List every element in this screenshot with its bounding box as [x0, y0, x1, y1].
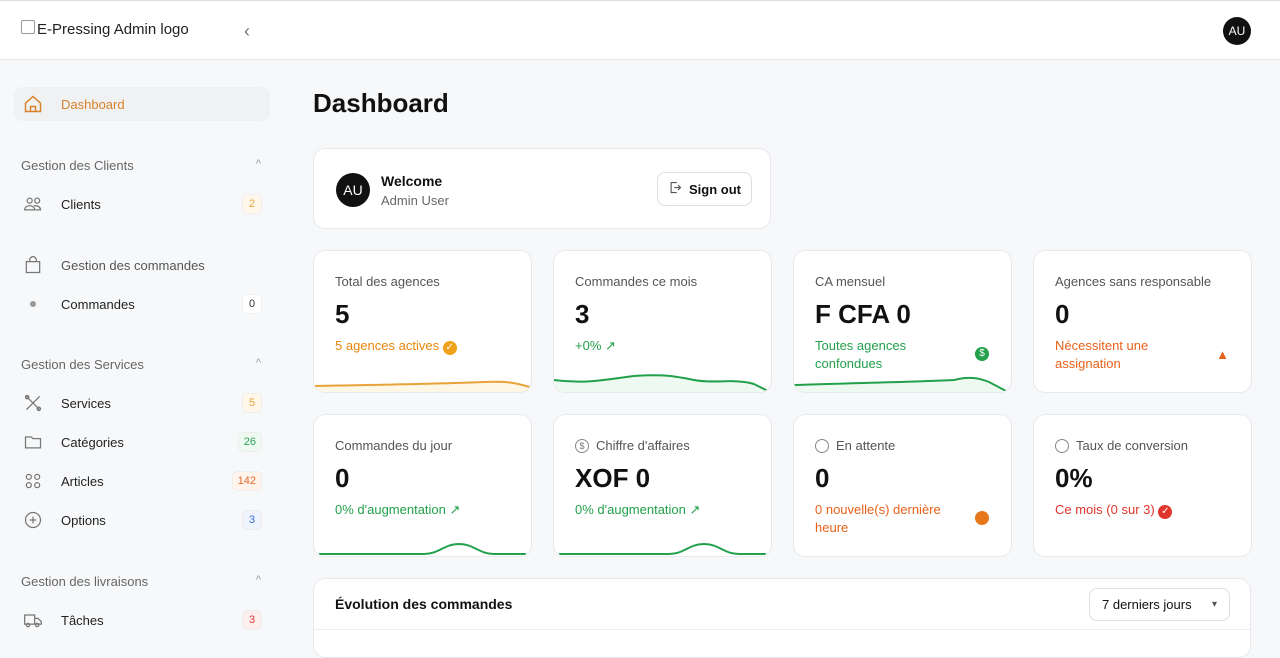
chevron-down-icon: ▾ [1211, 599, 1217, 610]
truck-icon [22, 610, 44, 630]
sidebar: Dashboard Gestion des Clients ^ Clients 2… [0, 60, 285, 647]
grid-icon [22, 471, 44, 491]
welcome-subtitle: Admin User [381, 193, 449, 208]
sign-out-button[interactable]: Sign out [657, 172, 752, 206]
page-title: Dashboard [313, 88, 449, 118]
welcome-title: Welcome [381, 173, 443, 189]
clients-count-badge: 2 [242, 194, 262, 214]
shopping-bag-icon [22, 255, 44, 275]
avatar: AU [336, 173, 370, 207]
stat-card-ca-mensuel: CA mensuel F CFA 0 Toutes agences confon… [793, 250, 1012, 393]
app-logo[interactable]: E-Pressing Admin logo [21, 19, 189, 38]
sidebar-item-dashboard[interactable]: Dashboard [14, 87, 270, 121]
dot-icon [22, 294, 44, 314]
chevron-up-icon: ^ [255, 574, 261, 586]
trending-up-icon: ↗ [689, 502, 701, 517]
evolution-commandes-card: Évolution des commandes 7 derniers jours… [313, 578, 1251, 658]
collapse-sidebar-button[interactable]: ‹ [244, 21, 250, 41]
warning-icon: ▲ [1216, 347, 1229, 362]
stat-card-total-agences: Total des agences 5 5 agences actives ✓ [313, 250, 532, 393]
options-count-badge: 3 [242, 510, 262, 530]
welcome-card: AU Welcome Admin User Sign out [313, 148, 771, 229]
main-content: Dashboard AU Welcome Admin User Sign out… [285, 60, 1280, 658]
folder-icon [22, 432, 44, 452]
commandes-count-badge: 0 [242, 294, 262, 314]
trending-up-icon: ↗ [449, 502, 461, 517]
stat-card-commandes-jour: Commandes du jour 0 0% d'augmentation ↗ [313, 414, 532, 557]
sparkline [319, 542, 526, 555]
plus-circle-icon [22, 510, 44, 530]
sidebar-item-services[interactable]: Services 5 [14, 386, 270, 420]
section-title: Évolution des commandes [335, 596, 513, 612]
section-commandes[interactable]: Gestion des commandes [14, 248, 270, 282]
stat-card-commandes-mois: Commandes ce mois 3 +0% ↗ [553, 250, 772, 393]
sidebar-item-articles[interactable]: Articles 142 [14, 464, 270, 498]
dollar-icon: $ [575, 438, 589, 453]
clock-icon [815, 438, 829, 453]
sidebar-item-taches[interactable]: Tâches 3 [14, 603, 270, 637]
tools-icon [22, 393, 44, 413]
dollar-circle-icon: $ [975, 347, 989, 361]
sparkline [794, 376, 1009, 392]
services-count-badge: 5 [242, 393, 262, 413]
period-select[interactable]: 7 derniers jours ▾ [1089, 588, 1230, 621]
sidebar-item-commandes[interactable]: Commandes 0 [14, 287, 270, 321]
home-icon [22, 94, 44, 114]
broken-image-icon [21, 19, 35, 34]
stat-card-agences-sans-responsable: Agences sans responsable 0 Nécessitent u… [1033, 250, 1252, 393]
section-clients[interactable]: Gestion des Clients ^ [21, 158, 261, 173]
sign-out-icon [668, 180, 683, 198]
top-header: E-Pressing Admin logo ‹ AU [0, 0, 1280, 60]
stat-card-taux-conversion: Taux de conversion 0% Ce mois (0 sur 3) … [1033, 414, 1252, 557]
section-services[interactable]: Gestion des Services ^ [21, 357, 261, 372]
stat-card-en-attente: En attente 0 0 nouvelle(s) dernière heur… [793, 414, 1012, 557]
sidebar-item-categories[interactable]: Catégories 26 [14, 425, 270, 459]
trending-up-icon: ↗ [605, 338, 616, 353]
sidebar-item-clients[interactable]: Clients 2 [14, 187, 270, 221]
sidebar-item-options[interactable]: Options 3 [14, 503, 270, 537]
chevron-up-icon: ^ [255, 158, 261, 170]
articles-count-badge: 142 [231, 471, 262, 491]
divider [314, 629, 1250, 630]
chevron-up-icon: ^ [255, 357, 261, 369]
sparkline [559, 542, 766, 555]
taches-count-badge: 3 [242, 610, 262, 630]
categories-count-badge: 26 [237, 432, 262, 452]
clock-filled-icon [975, 511, 989, 525]
pie-chart-icon [1055, 438, 1069, 453]
section-livraisons[interactable]: Gestion des livraisons ^ [21, 574, 261, 589]
user-avatar[interactable]: AU [1223, 17, 1251, 45]
check-circle-icon: ✓ [442, 341, 457, 355]
users-icon [22, 194, 44, 214]
sparkline [554, 374, 769, 392]
sparkline [314, 380, 531, 392]
check-circle-icon: ✓ [1158, 505, 1173, 519]
stat-card-chiffre-affaires: $ Chiffre d'affaires XOF 0 0% d'augmentat… [553, 414, 772, 557]
